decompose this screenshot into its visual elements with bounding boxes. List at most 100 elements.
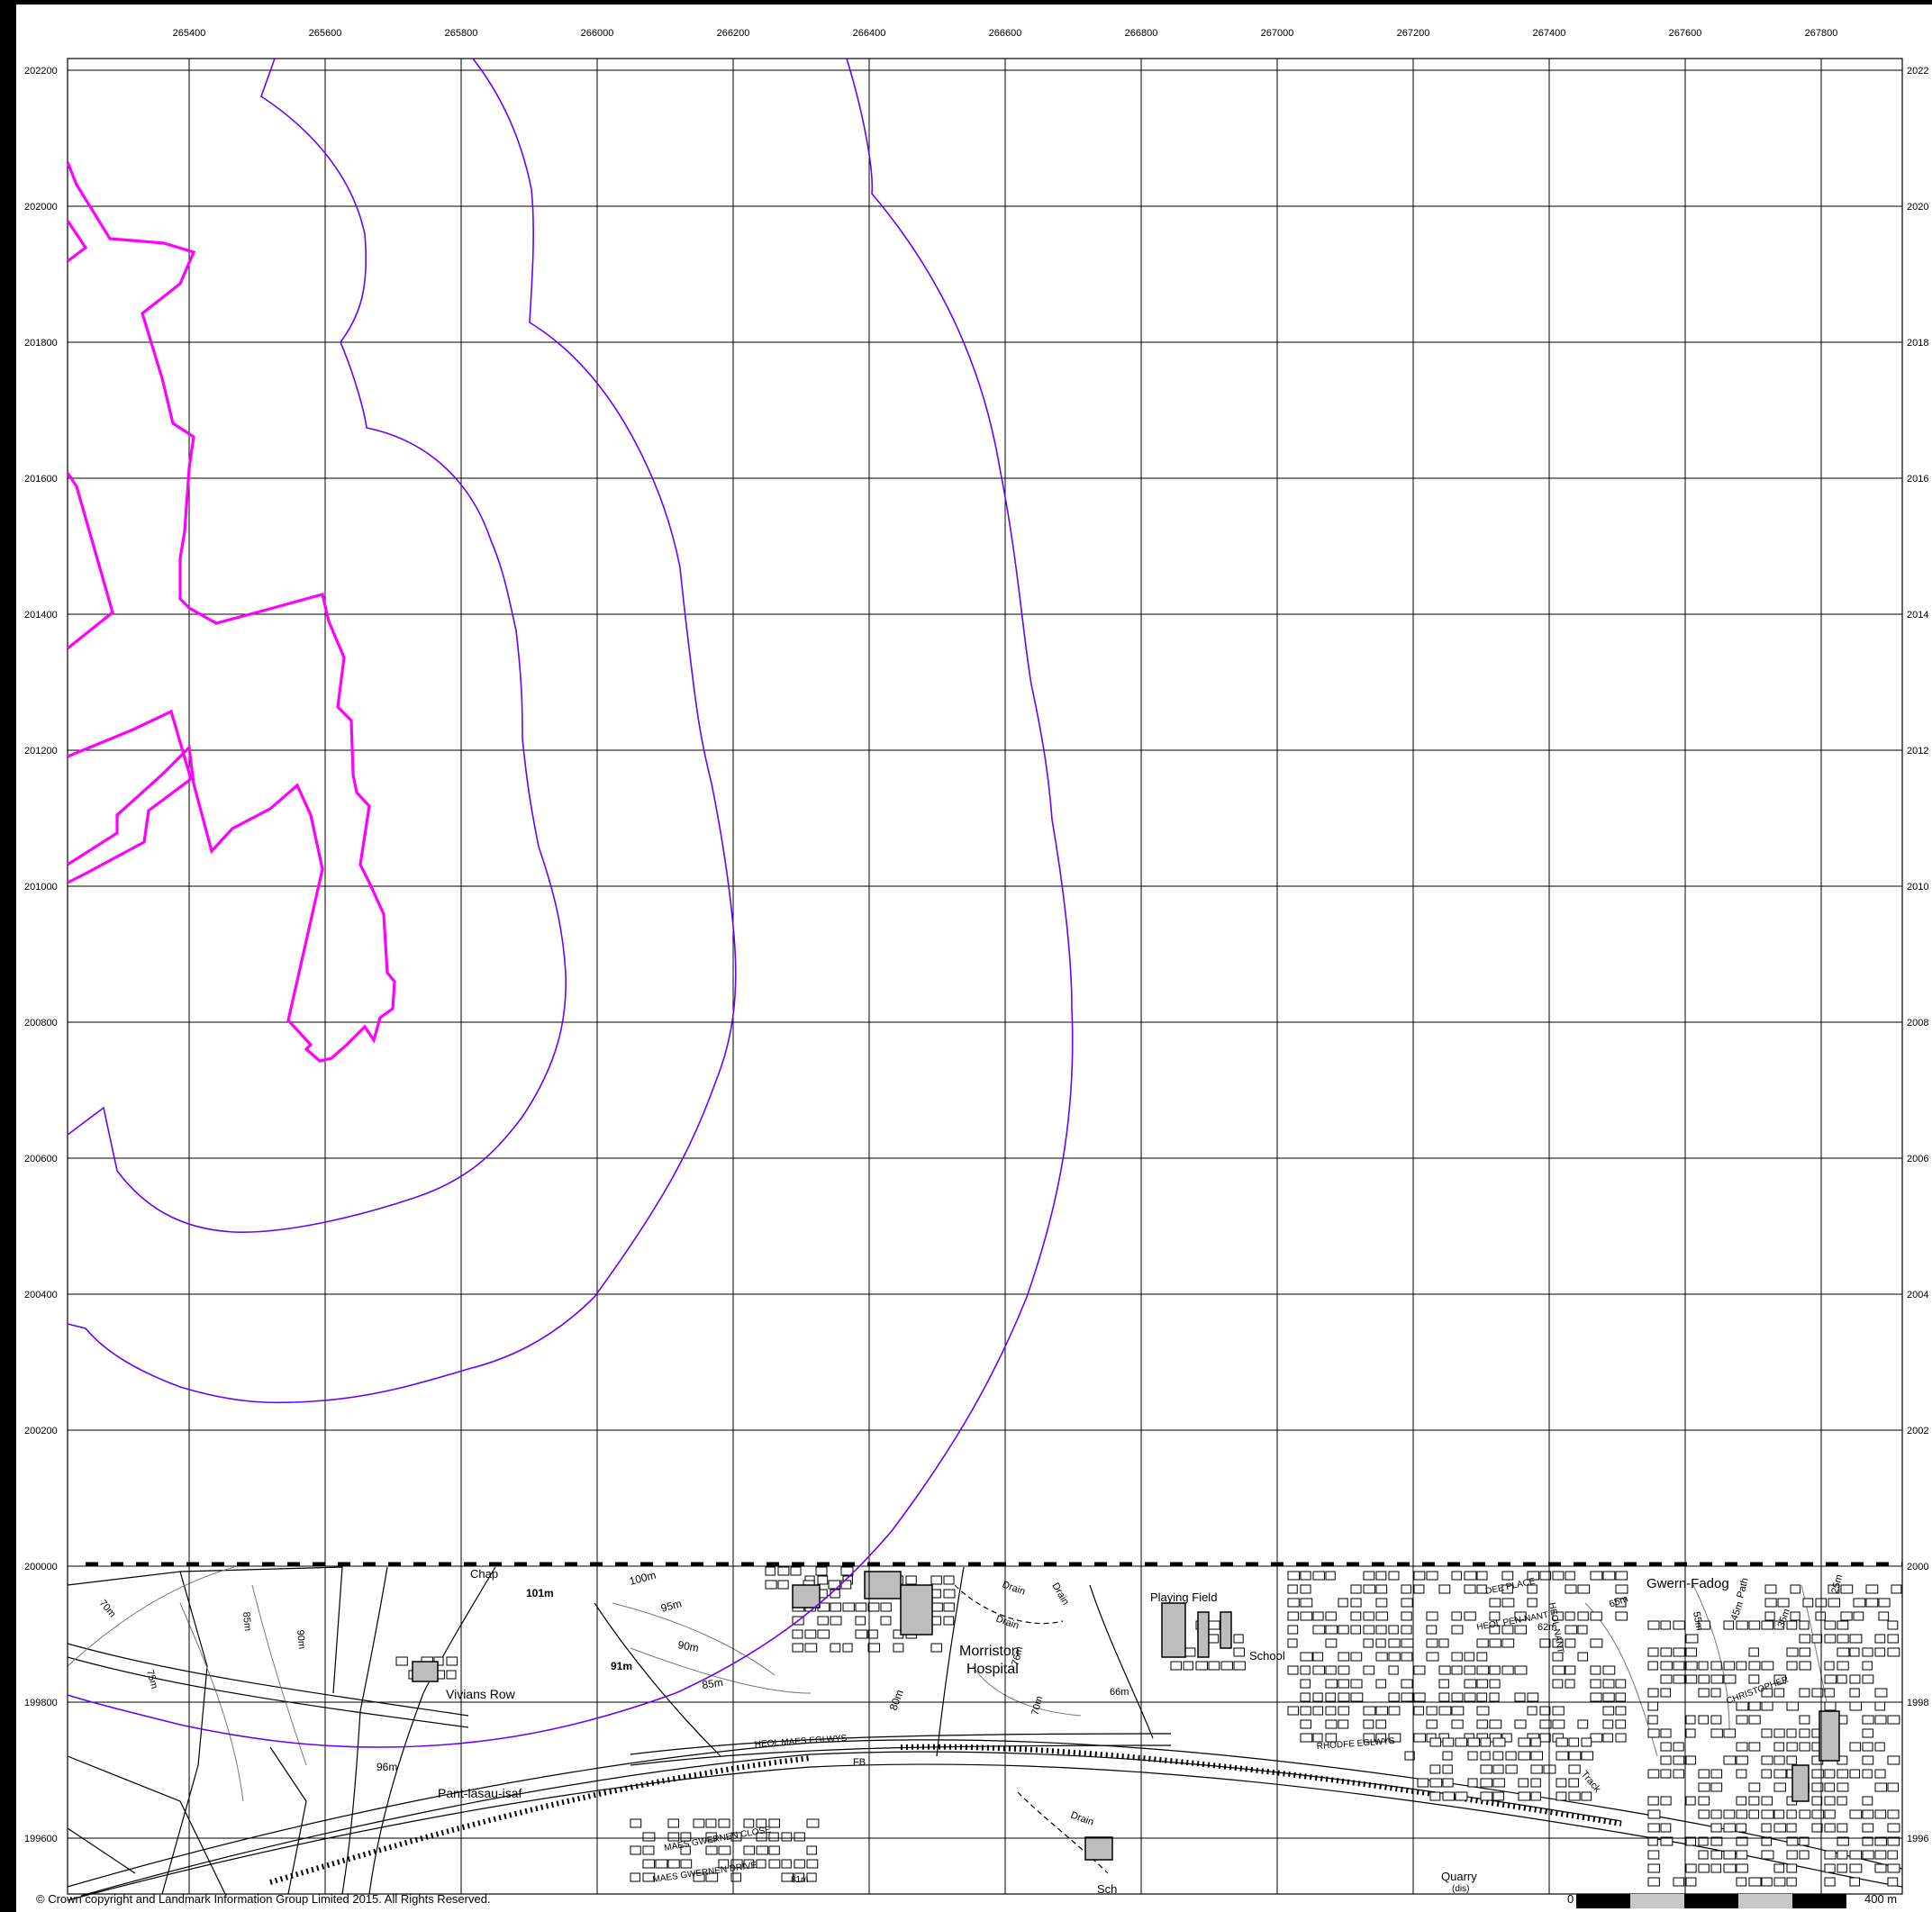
tick-northing-left: 202000 [24,202,58,213]
house [792,1643,803,1653]
house [1761,1809,1774,1819]
house [806,1872,817,1882]
house [1300,1665,1311,1675]
house [1849,1742,1861,1752]
house [1375,1733,1387,1743]
tick-northing-left: 199800 [24,1698,58,1708]
house [1464,1679,1477,1689]
house [1489,1692,1500,1702]
house [1878,1611,1890,1621]
house [1764,1611,1775,1621]
house [1552,1611,1564,1621]
house [1451,1571,1462,1581]
grid-layer [67,58,1903,1895]
house [1799,1742,1810,1752]
house [1698,1782,1710,1792]
house [1518,1737,1531,1747]
scale-segment-1 [1576,1894,1630,1908]
grid-tick-labels: 265400 265600 265800 266000 266200 266400 2666… [24,28,1928,1844]
major-building [412,1661,439,1682]
field-2 [179,1566,343,1694]
house [815,1566,828,1576]
house [1590,1638,1603,1648]
house [1615,1679,1627,1689]
house [777,1566,790,1576]
house [1501,1665,1514,1675]
buffer-zone-inner [67,58,567,1233]
house [930,1643,942,1653]
house [705,1845,718,1855]
house [1773,1782,1786,1792]
house [1568,1778,1579,1788]
house [1438,1584,1451,1594]
house [1404,1751,1415,1761]
house [1492,1778,1505,1788]
label-quarry-dis: (dis) [1452,1884,1469,1894]
house [1476,1665,1490,1675]
house [1287,1665,1299,1675]
house [1489,1665,1501,1675]
house [1401,1638,1414,1648]
house [1505,1751,1517,1761]
house [1723,1728,1736,1738]
field-4 [269,1746,307,1895]
site-boundary-west-lower [66,472,114,650]
house [1887,1863,1900,1873]
house [1527,1692,1539,1702]
house [768,1832,779,1842]
house [1312,1571,1325,1581]
house [1862,1836,1873,1846]
house [1761,1823,1772,1833]
house [867,1629,878,1639]
house [1786,1620,1798,1630]
house [1647,1809,1661,1819]
house [743,1845,755,1855]
house [1837,1620,1849,1630]
tick-easting: 265600 [309,28,342,39]
house [1287,1598,1300,1608]
house [1736,1701,1749,1711]
house [1862,1674,1874,1684]
house [1429,1778,1443,1788]
house [1568,1764,1581,1774]
house [1887,1809,1900,1819]
house [1438,1692,1450,1702]
house [790,1566,802,1576]
label-quarry: Quarry [1441,1870,1477,1883]
house [1350,1652,1363,1662]
house [1748,1742,1761,1752]
house [804,1629,817,1639]
house [1736,1715,1748,1725]
house [1363,1625,1375,1635]
scale-segment-4 [1738,1894,1792,1908]
drain [954,1584,1064,1625]
house [1828,1598,1841,1608]
house [1312,1625,1326,1635]
house [1363,1665,1375,1675]
house [1287,1571,1301,1581]
house [1476,1719,1488,1729]
house [1464,1652,1474,1662]
house [1874,1688,1888,1698]
house [1401,1584,1411,1594]
house [1874,1863,1887,1873]
tick-northing-right: 1998 [1907,1698,1928,1708]
house [642,1832,656,1842]
house [1862,1728,1874,1738]
label-hospital: Hospital [966,1662,1019,1677]
house [1748,1715,1761,1725]
scale-segment-2 [1630,1894,1684,1908]
house [1388,1665,1399,1675]
house [1375,1652,1388,1662]
scale-distance-label: 400 m [1864,1892,1898,1906]
house [1660,1769,1672,1779]
house [718,1859,730,1869]
house [1698,1863,1710,1873]
house [1773,1823,1786,1833]
house [1887,1836,1900,1846]
house [1233,1661,1246,1671]
road-heol-maes-eglwys-2 [630,1744,1172,1766]
house [1685,1715,1696,1725]
house [1874,1634,1886,1644]
